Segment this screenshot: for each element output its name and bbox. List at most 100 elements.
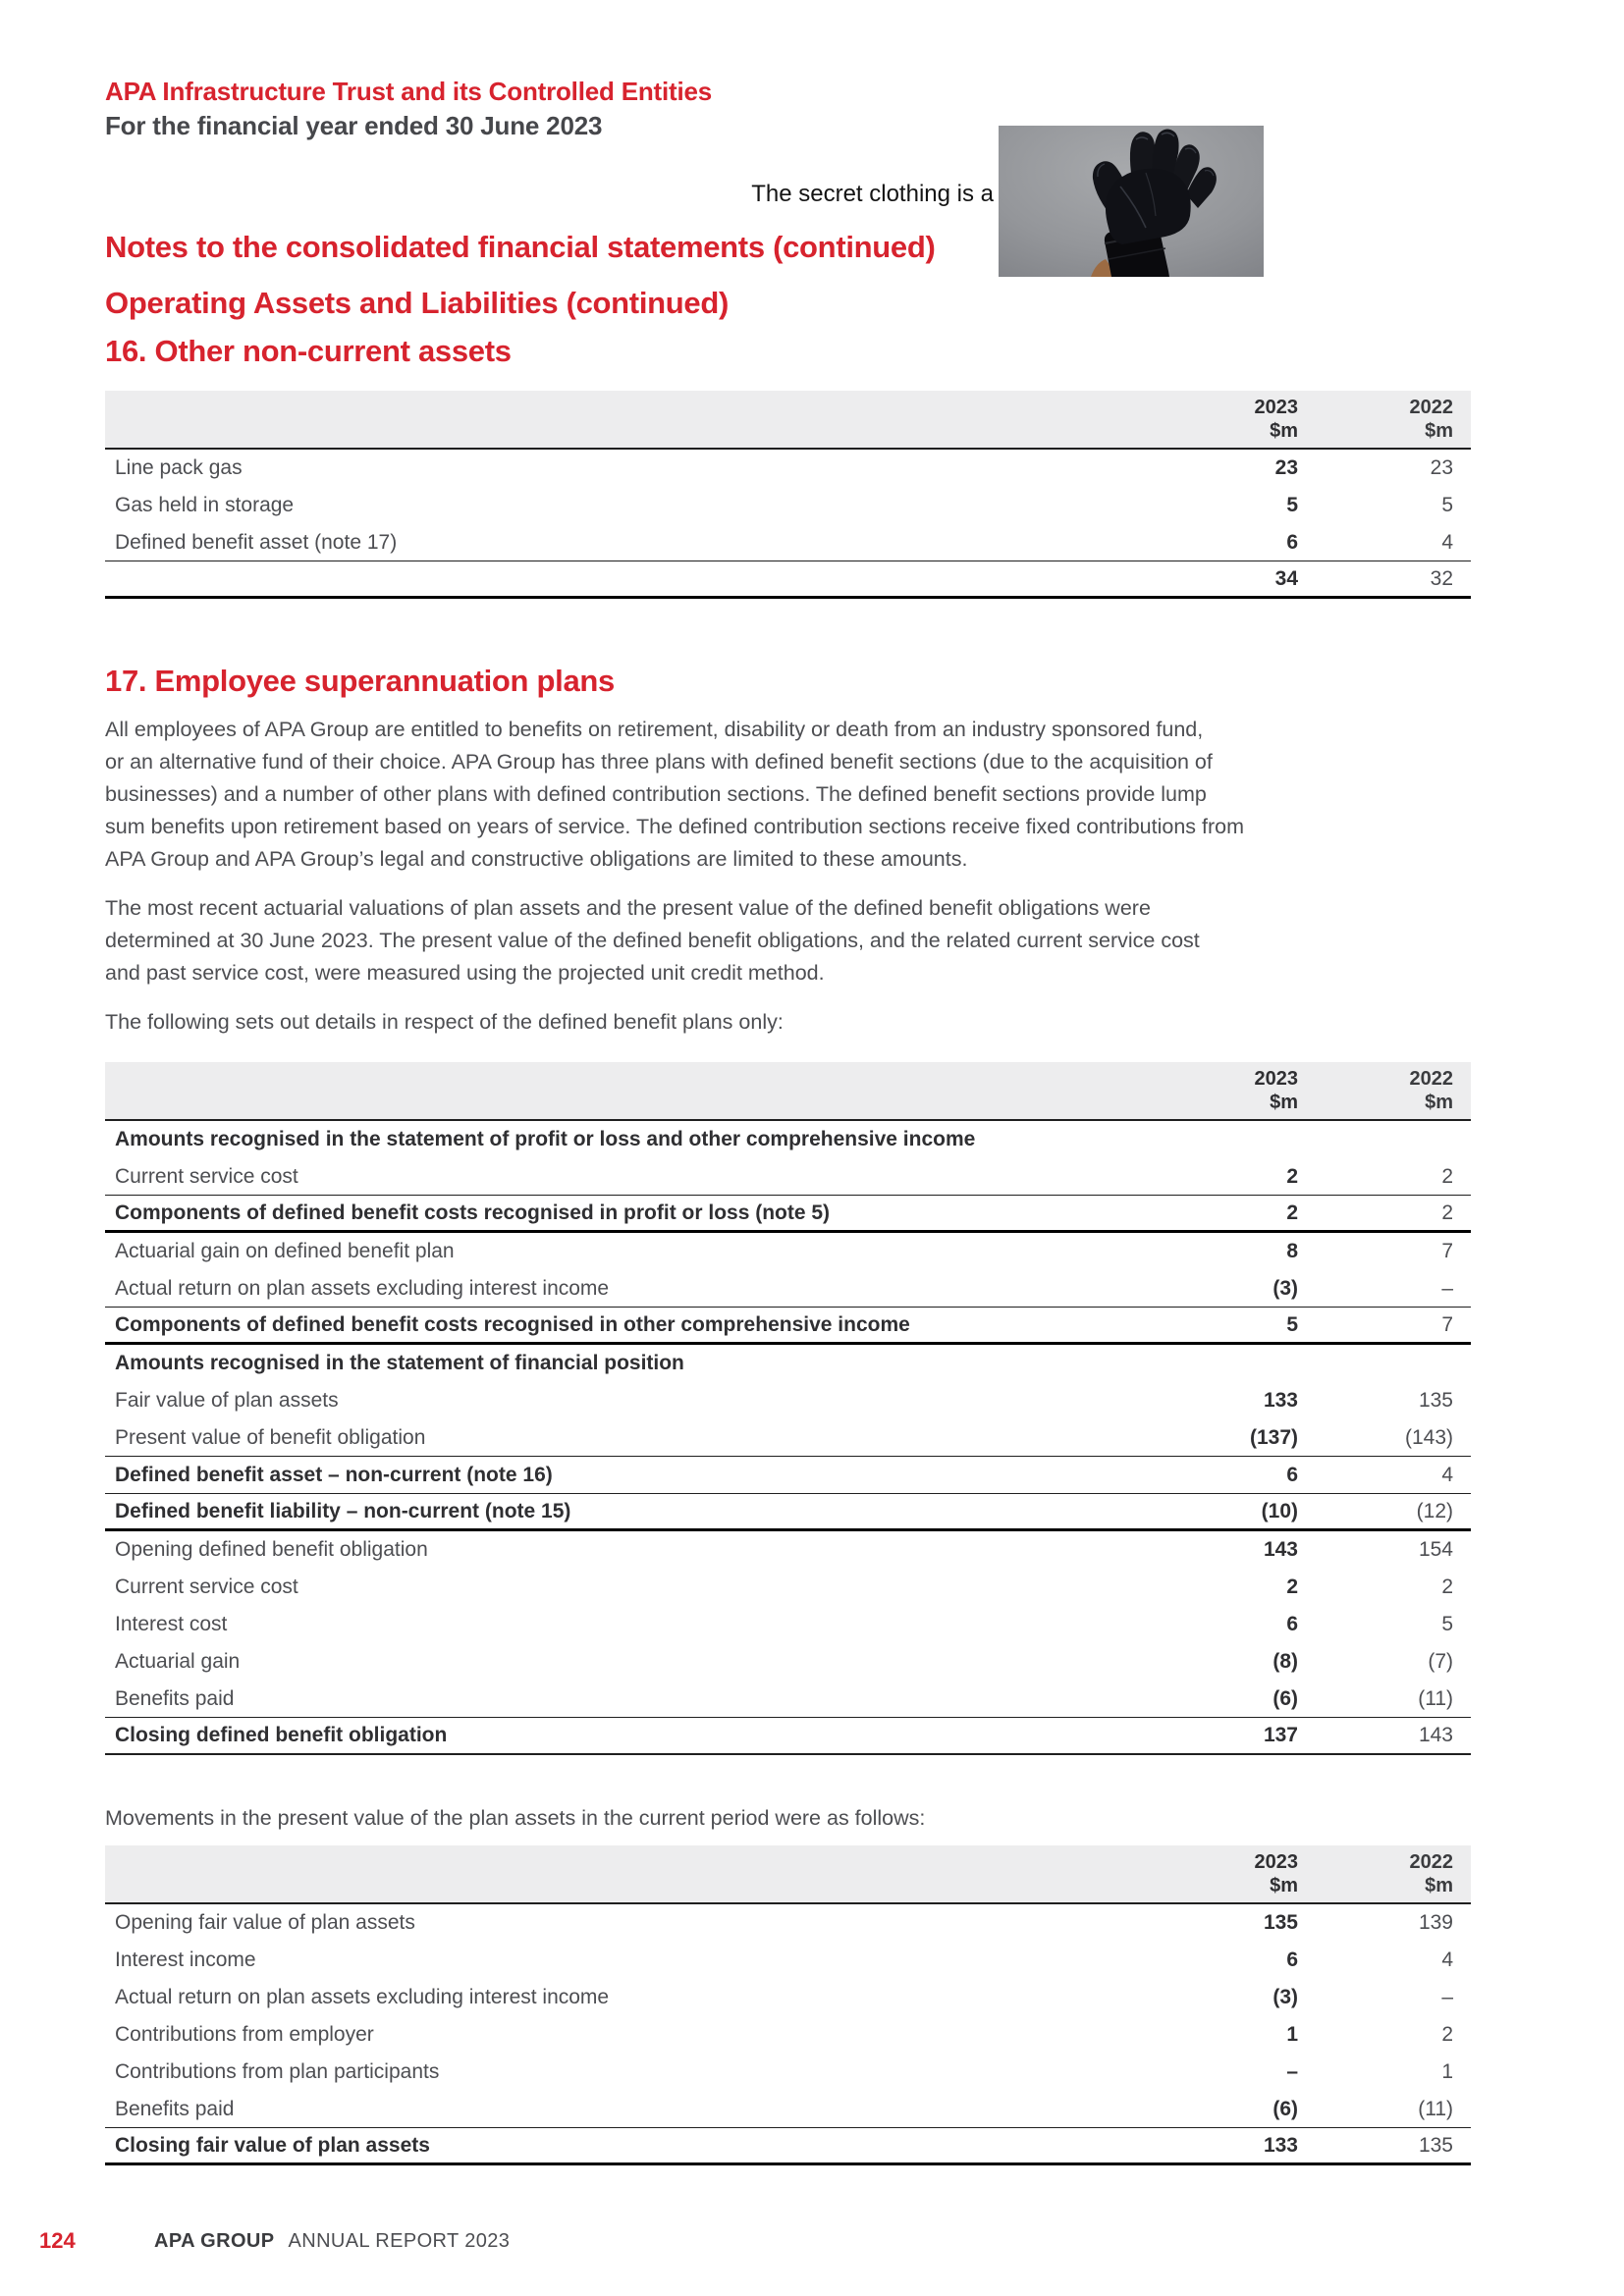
value-2023: 6 — [1286, 1949, 1298, 1971]
document-subtitle: For the financial year ended 30 June 202… — [105, 111, 603, 140]
row-label: Interest income — [115, 1949, 256, 1971]
table-row: Current service cost 2 2 — [105, 1569, 1471, 1606]
value-2023: 2 — [1286, 1201, 1298, 1224]
table-row: Current service cost 2 2 — [105, 1158, 1471, 1196]
footer-brand: APA GROUP — [154, 2230, 275, 2252]
column-2023: 2023 $m — [1170, 1067, 1299, 1114]
row-label: Actual return on plan assets excluding i… — [115, 1986, 610, 2008]
paragraph-actuarial-valuations: The most recent actuarial valuations of … — [105, 892, 1509, 989]
row-label: Fair value of plan assets — [115, 1389, 339, 1412]
value-2022: 2 — [1441, 1201, 1453, 1224]
table-row: Actuarial gain on defined benefit plan 8 7 — [105, 1233, 1471, 1270]
value-2023: 6 — [1286, 1463, 1298, 1486]
table-row: Components of defined benefit costs reco… — [105, 1308, 1471, 1345]
value-2022: 2 — [1441, 1575, 1453, 1598]
value-2022: 143 — [1418, 1724, 1453, 1746]
table-header: 2023 $m 2022 $m — [105, 391, 1471, 450]
value-2022: 32 — [1430, 566, 1453, 590]
table-row: Amounts recognised in the statement of p… — [105, 1121, 1471, 1158]
column-2023: 2023 $m — [1170, 1850, 1299, 1897]
value-2022: 4 — [1441, 1463, 1453, 1486]
column-unit: $m — [1270, 1875, 1298, 1896]
table-row: Actuarial gain (8) (7) — [105, 1643, 1471, 1681]
table-row: Opening defined benefit obligation 143 154 — [105, 1531, 1471, 1569]
value-2022: 23 — [1430, 456, 1453, 479]
value-2023: – — [1286, 2060, 1298, 2083]
value-2022: 2 — [1441, 1164, 1453, 1188]
page-number: 124 — [39, 2228, 76, 2253]
value-2023: 2 — [1286, 1164, 1298, 1188]
value-2023: 2 — [1286, 1575, 1298, 1598]
row-label: Defined benefit asset (note 17) — [115, 530, 398, 554]
value-2022: (11) — [1418, 2097, 1453, 2120]
table-row: Contributions from plan participants – 1 — [105, 2054, 1471, 2091]
column-year-2022: 2022 — [1409, 1068, 1454, 1090]
value-2022: 5 — [1441, 494, 1453, 516]
value-2023: (10) — [1261, 1499, 1298, 1522]
paragraph-details-intro: The following sets out details in respec… — [105, 1010, 784, 1034]
table-row: Benefits paid (6) (11) — [105, 1681, 1471, 1718]
row-label: Components of defined benefit costs reco… — [115, 1201, 831, 1224]
column-year-2023: 2023 — [1254, 1851, 1299, 1873]
row-label: Contributions from employer — [115, 2023, 374, 2046]
row-label: Actuarial gain on defined benefit plan — [115, 1240, 455, 1262]
paragraph-line: sum benefits upon retirement based on ye… — [105, 815, 1245, 838]
footer-report-title: ANNUAL REPORT 2023 — [288, 2230, 511, 2252]
value-2022: 139 — [1418, 1911, 1453, 1934]
row-label: Opening fair value of plan assets — [115, 1911, 415, 1934]
value-2022: 4 — [1441, 1949, 1453, 1971]
value-2023: 5 — [1286, 1312, 1298, 1336]
table-row: Contributions from employer 1 2 — [105, 2016, 1471, 2054]
row-label: Present value of benefit obligation — [115, 1425, 426, 1449]
table-row: Benefits paid (6) (11) — [105, 2091, 1471, 2128]
value-2022: 1 — [1441, 2060, 1453, 2083]
table-row: Defined benefit liability – non-current … — [105, 1494, 1471, 1531]
value-2023: 5 — [1286, 494, 1298, 516]
paragraph-superannuation-intro: All employees of APA Group are entitled … — [105, 714, 1509, 876]
heading-notes: Notes to the consolidated financial stat… — [105, 230, 936, 264]
table-row: Gas held in storage 5 5 — [105, 487, 1471, 524]
row-label: Actual return on plan assets excluding i… — [115, 1276, 610, 1300]
value-2023: (6) — [1272, 1686, 1298, 1710]
table-row: Closing fair value of plan assets 133 135 — [105, 2128, 1471, 2165]
row-label: Gas held in storage — [115, 494, 295, 516]
row-label: Benefits paid — [115, 2097, 235, 2120]
paragraph-line: businesses) and a number of other plans … — [105, 782, 1207, 806]
table-row: Components of defined benefit costs reco… — [105, 1196, 1471, 1233]
row-label: Contributions from plan participants — [115, 2060, 440, 2083]
table-row: 34 32 — [105, 561, 1471, 599]
value-2023: (3) — [1272, 1986, 1298, 2008]
value-2022: 154 — [1418, 1538, 1453, 1561]
table-row: Present value of benefit obligation (137)… — [105, 1419, 1471, 1457]
value-2023: 143 — [1263, 1538, 1298, 1561]
row-label: Current service cost — [115, 1164, 298, 1188]
row-label: Defined benefit asset – non-current (not… — [115, 1463, 553, 1486]
value-2022: 5 — [1441, 1613, 1453, 1635]
value-2022: (12) — [1416, 1499, 1453, 1522]
table-row: Defined benefit asset (note 17) 6 4 — [105, 524, 1471, 561]
value-2023: (137) — [1249, 1425, 1298, 1449]
heading-note17: 17. Employee superannuation plans — [105, 664, 615, 698]
value-2022: (7) — [1428, 1650, 1453, 1673]
column-year-2022: 2022 — [1409, 1851, 1454, 1873]
table-defined-benefit-plans: 2023 $m 2022 $m Amounts recognised in th… — [105, 1062, 1471, 1755]
row-label: Closing fair value of plan assets — [115, 2133, 430, 2157]
value-2022: 135 — [1418, 2133, 1453, 2157]
column-unit: $m — [1425, 1875, 1453, 1896]
value-2022: – — [1441, 1276, 1453, 1300]
value-2023: 34 — [1274, 566, 1298, 590]
table-row: Line pack gas 23 23 — [105, 450, 1471, 487]
paragraph-movements: Movements in the present value of the pl… — [105, 1806, 926, 1830]
value-2023: (8) — [1272, 1650, 1298, 1673]
column-2022: 2022 $m — [1298, 396, 1454, 443]
table-header: 2023 $m 2022 $m — [105, 1062, 1471, 1121]
value-2023: (6) — [1272, 2097, 1298, 2120]
column-unit: $m — [1270, 420, 1298, 442]
row-label: Amounts recognised in the statement of p… — [115, 1128, 976, 1150]
value-2022: 135 — [1418, 1389, 1453, 1412]
table-plan-asset-movements: 2023 $m 2022 $m Opening fair value of pl… — [105, 1845, 1471, 2165]
footer: APA GROUP ANNUAL REPORT 2023 — [154, 2230, 510, 2253]
row-label: Amounts recognised in the statement of f… — [115, 1352, 684, 1374]
glove-image — [999, 126, 1264, 277]
